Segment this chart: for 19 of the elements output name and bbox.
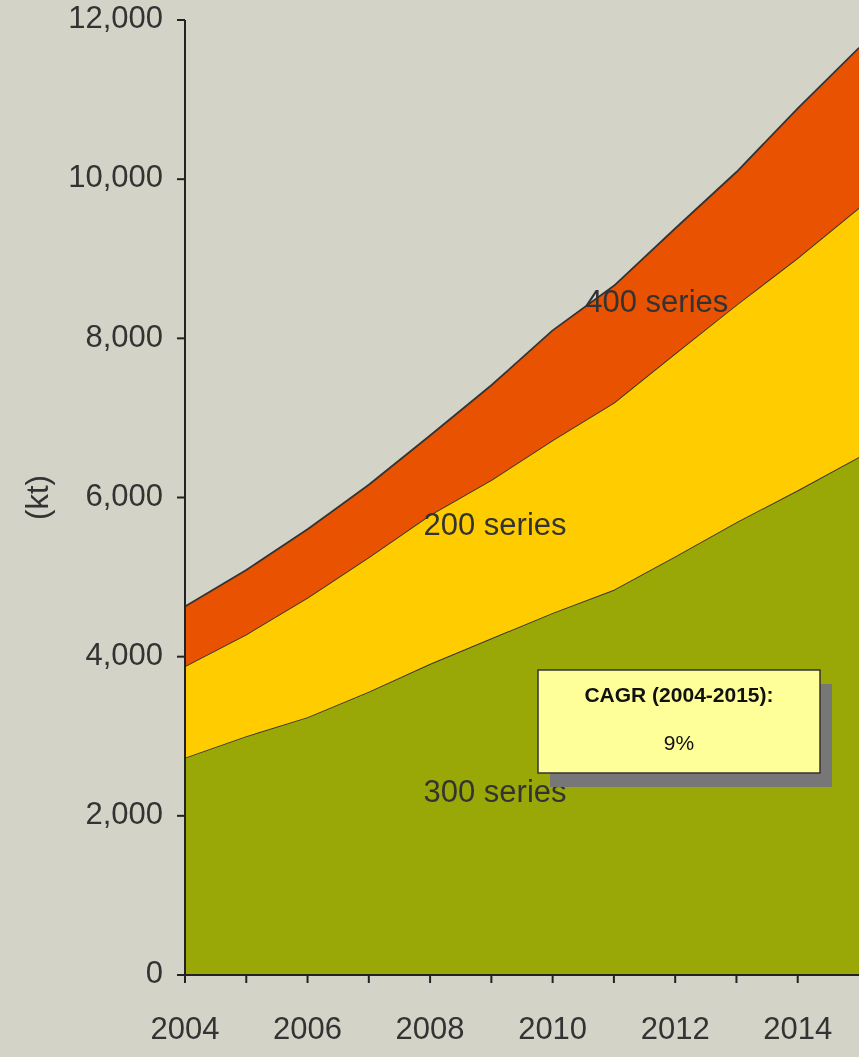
y-tick-label: 2,000 (85, 796, 163, 832)
series-label: 400 series (585, 283, 729, 319)
x-tick-label: 2010 (518, 1011, 588, 1046)
series-label: 300 series (423, 774, 567, 810)
x-tick-label: 2004 (150, 1011, 220, 1046)
y-tick-label: 4,000 (85, 636, 163, 672)
x-tick-label: 2006 (273, 1011, 343, 1046)
annotation: CAGR (2004-2015): (584, 683, 774, 706)
y-tick-label: 6,000 (85, 477, 163, 513)
y-tick-label: 8,000 (85, 318, 163, 354)
series-label: 200 series (423, 506, 567, 542)
y-tick-label: 10,000 (68, 159, 163, 195)
y-tick-label: 0 (145, 955, 163, 991)
x-tick-label: 2008 (395, 1011, 465, 1046)
annotation: 9% (663, 731, 695, 754)
y-axis-title: (kt) (20, 475, 56, 520)
y-tick-label: 12,000 (68, 0, 163, 36)
x-tick-label: 2012 (640, 1011, 710, 1046)
x-tick-label: 2014 (763, 1011, 833, 1046)
